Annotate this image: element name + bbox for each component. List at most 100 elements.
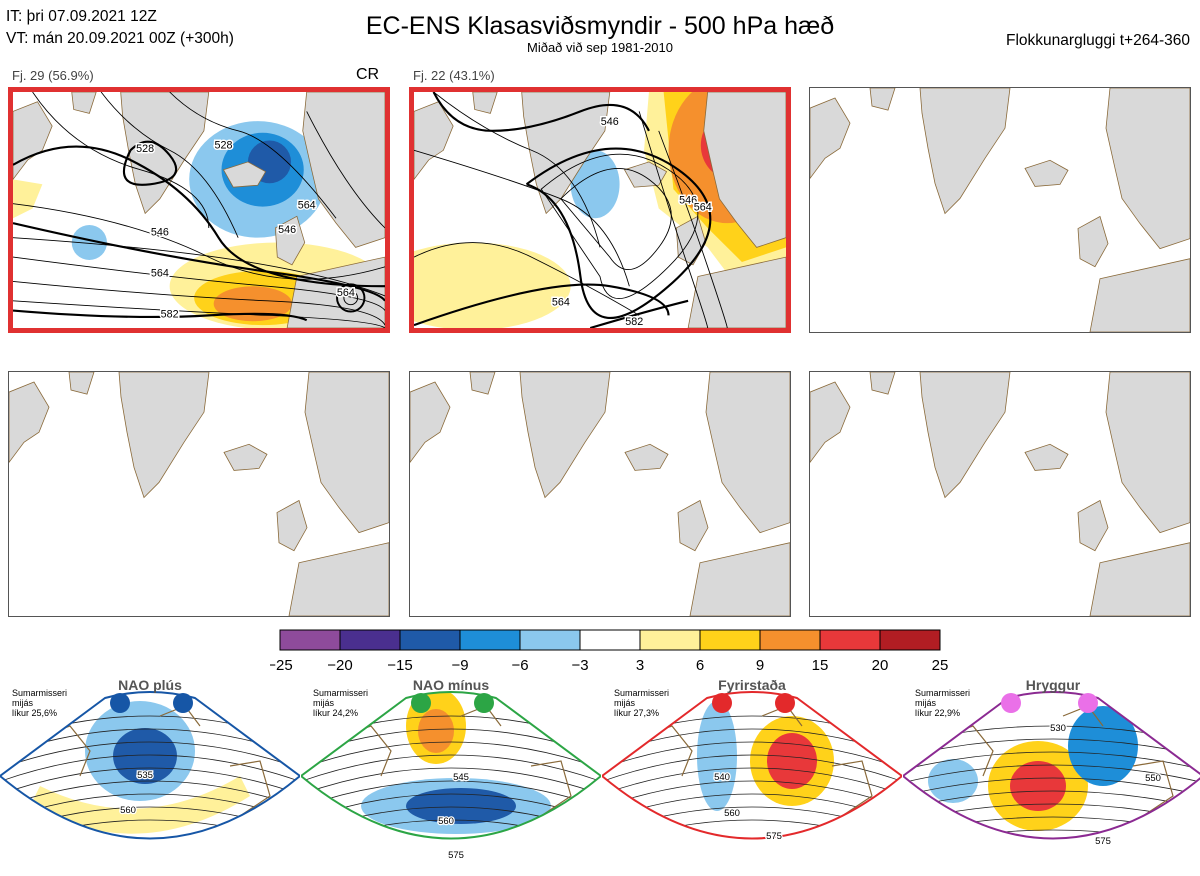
contour-line-major	[525, 147, 712, 320]
regime-info-line: líkur 25,6%	[12, 708, 58, 718]
contour-cutoff-low	[343, 290, 359, 306]
regime-contour	[903, 764, 1200, 786]
regime-info: Sumarmisseri mijás líkur 25,6%	[12, 688, 67, 718]
regime-contour	[602, 754, 902, 786]
regime-info-line: mijás	[614, 698, 636, 708]
regime-contour-label: 545	[453, 772, 469, 783]
regime-info: Sumarmisseri mijás líkur 24,2%	[313, 688, 368, 718]
panel-title: Fj. 29 (56.9%)	[12, 68, 94, 83]
regime-info: Sumarmisseri mijás líkur 22,9%	[915, 688, 970, 718]
anomaly-positive	[13, 179, 43, 219]
regime-dot	[110, 693, 130, 713]
regime-contour	[903, 751, 1200, 773]
regime-contour	[301, 754, 601, 786]
contour-label: 546	[278, 224, 296, 236]
cluster-panel-3	[809, 87, 1191, 333]
land-iceland	[1024, 443, 1069, 471]
land-greenland	[521, 92, 611, 215]
header-info: IT: þri 07.09.2021 12Z VT: mán 20.09.202…	[6, 6, 234, 50]
panel-title: Fj. 22 (43.1%)	[413, 68, 495, 83]
land-mass	[9, 372, 389, 616]
regime-contour-label: 560	[724, 808, 740, 819]
regime-outline	[600, 691, 904, 840]
colorbar-tick-label: 6	[696, 657, 704, 674]
anomaly-negative	[928, 759, 978, 803]
land-iceland	[223, 443, 268, 471]
colorbar-tick-label: 20	[872, 657, 889, 674]
anomaly-positive	[418, 709, 454, 753]
page-title: EC-ENS Klasasviðsmyndir - 500 hPa hæð	[365, 12, 835, 40]
cluster-panel-4	[8, 371, 390, 617]
contour-label: 564	[694, 202, 712, 214]
contour-line	[560, 168, 672, 271]
regime-info-line: Sumarmisseri	[614, 688, 670, 698]
regime-outline	[0, 691, 302, 840]
regime-map: 545 560 575	[299, 691, 603, 862]
land-greenland	[118, 372, 210, 499]
land-britain	[1077, 215, 1109, 268]
anomaly-negative	[406, 788, 516, 824]
height-contours	[13, 92, 385, 328]
land-scandinavia	[703, 92, 786, 248]
contour-line	[658, 130, 728, 328]
regime-contour-label: 535	[137, 770, 153, 781]
land-mass	[810, 88, 1190, 332]
land-scandinavia	[304, 372, 389, 534]
land-greenland	[519, 372, 611, 499]
colorbar-segment	[579, 629, 641, 651]
regime-1: 535 560	[0, 676, 302, 876]
cluster-panel-5	[409, 371, 791, 617]
colorbar-tick-label: −6	[511, 657, 528, 674]
contour-line	[306, 111, 385, 229]
contour-label: 564	[298, 200, 316, 212]
contour-line-major	[589, 299, 689, 328]
regime-dot	[474, 693, 494, 713]
contour-line	[13, 280, 385, 326]
contour-label: 564	[151, 268, 169, 280]
contour-line	[638, 111, 709, 328]
regime-name: NAO mínus	[412, 677, 490, 693]
regime-contour	[602, 767, 902, 799]
land-canada	[810, 381, 851, 464]
contour-line	[32, 92, 210, 228]
panel-map	[9, 372, 389, 616]
regime-4: 530 550 575	[901, 676, 1200, 876]
valid-time: VT: mán 20.09.2021 00Z (+300h)	[6, 30, 234, 47]
colorbar-segment	[339, 629, 401, 651]
regime-contour-label: 575	[766, 831, 782, 842]
land-europe	[687, 256, 786, 328]
land-canada	[810, 97, 851, 180]
colorbar-tick-label: −15	[387, 657, 412, 674]
page-subtitle: Miðað við sep 1981-2010	[527, 40, 673, 55]
land-iceland	[1024, 159, 1069, 187]
anomaly-positive	[414, 242, 571, 328]
regime-contour-label: 560	[438, 816, 454, 827]
regime-info-line: Sumarmisseri	[915, 688, 971, 698]
regime-name: Fyrirstaða	[718, 677, 786, 693]
land-scandinavia	[1105, 88, 1190, 250]
anomaly-positive	[213, 286, 292, 322]
land-baffin	[469, 372, 496, 395]
contour-line	[540, 153, 699, 300]
regime-contour	[0, 741, 300, 773]
land-canada	[13, 101, 53, 181]
regime-contour-label: 575	[1095, 836, 1111, 847]
regime-contour	[301, 741, 601, 773]
colorbar-segment	[399, 629, 461, 651]
colorbar-tick-label: −9	[451, 657, 468, 674]
land-baffin	[869, 372, 896, 395]
contour-line	[433, 92, 601, 248]
colorbar-segment	[699, 629, 761, 651]
land-britain	[677, 499, 709, 552]
regime-info: Sumarmisseri mijás líkur 27,3%	[614, 688, 669, 718]
cluster-panel-1: 528 528 546 546 564 564 564 582	[8, 87, 390, 333]
regime-contour	[602, 741, 902, 773]
contour-label: 564	[337, 287, 355, 299]
colorbar-tick-label: 15	[812, 657, 829, 674]
anomaly-negative	[1068, 706, 1138, 786]
colorbar-segment	[519, 629, 581, 651]
land-britain	[1077, 499, 1109, 552]
colorbar-tick-label: 9	[756, 657, 764, 674]
